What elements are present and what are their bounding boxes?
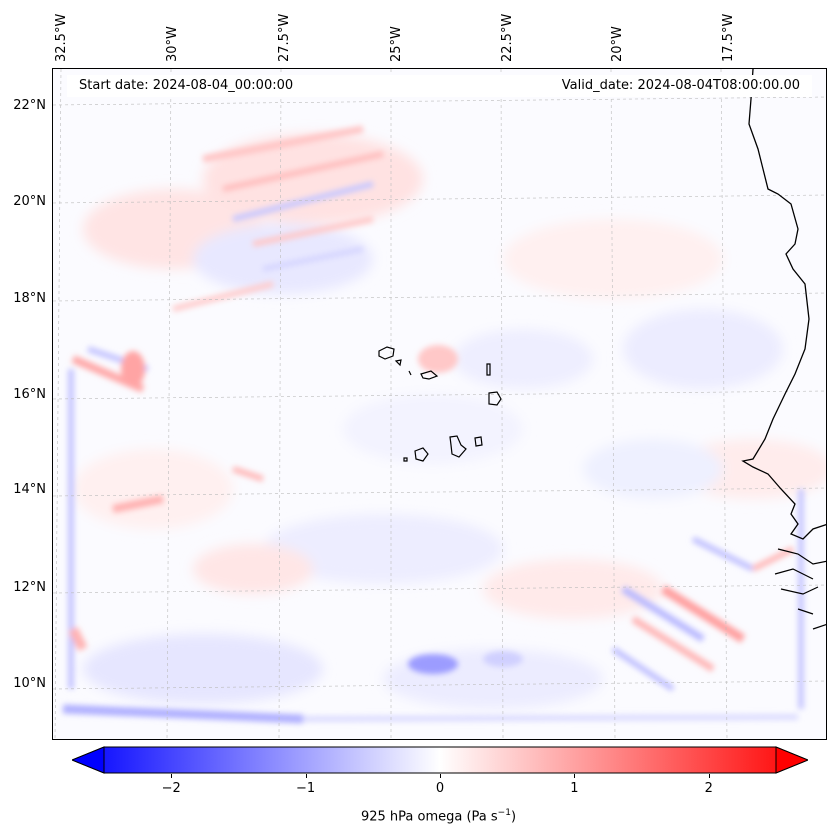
field-boundary-bands <box>62 369 804 724</box>
colorbar-tick-mark <box>440 774 441 778</box>
colorbar-tick-mark <box>305 774 307 778</box>
colorbar-gradient <box>70 746 810 774</box>
colorbar-graphic <box>70 746 810 774</box>
cape-verde-islands <box>378 346 502 462</box>
colorbar-tick-label: −2 <box>161 781 181 796</box>
graticule <box>53 69 826 739</box>
colorbar-tick-label: −1 <box>296 781 316 796</box>
valid-date-label: Valid_date: 2024-08-04T08:00:00.00 <box>561 78 800 93</box>
colorbar-label-text: 925 hPa omega (Pa s <box>360 809 498 825</box>
colorbar-tick-label: 2 <box>704 781 713 796</box>
colorbar-label-close: ) <box>510 809 517 825</box>
colorbar-label-sup: −1 <box>497 808 511 818</box>
colorbar-tick-mark <box>574 774 576 778</box>
colorbar-tick-label: 0 <box>435 781 445 796</box>
map-panel: Start date: 2024-08-04_00:00:00 Valid_da… <box>52 68 827 740</box>
lon-label-22-5w: 22.5°W <box>500 13 515 62</box>
lon-label-27-5w: 27.5°W <box>277 13 292 62</box>
colorbar-label: 925 hPa omega (Pa s−1) <box>0 808 837 824</box>
lon-label-30w: 30°W <box>165 26 180 62</box>
africa-coastline <box>741 69 826 540</box>
lat-label-16n: 16°N <box>13 387 46 402</box>
lat-label-12n: 12°N <box>13 580 46 595</box>
start-date-label: Start date: 2024-08-04_00:00:00 <box>79 78 294 93</box>
lon-label-17-5w: 17.5°W <box>721 13 736 62</box>
lat-label-14n: 14°N <box>13 482 46 497</box>
date-info-bar: Start date: 2024-08-04_00:00:00 Valid_da… <box>67 75 812 97</box>
lat-label-18n: 18°N <box>13 291 46 306</box>
colorbar <box>70 746 810 774</box>
colorbar-tick-mark <box>171 774 173 778</box>
lon-label-20w: 20°W <box>610 26 625 62</box>
lon-label-32-5w: 32.5°W <box>54 13 69 62</box>
colorbar-min-extend <box>70 746 105 774</box>
colorbar-tick-label: 1 <box>570 781 579 796</box>
field-wave-bands <box>71 125 795 692</box>
colorbar-max-extend <box>775 746 810 774</box>
lon-label-25w: 25°W <box>389 26 404 62</box>
lat-label-10n: 10°N <box>13 676 46 691</box>
omega-field <box>53 69 826 739</box>
colorbar-tick-mark <box>708 774 710 778</box>
gambia-coast <box>774 548 826 630</box>
lat-label-20n: 20°N <box>13 194 46 209</box>
lat-label-22n: 22°N <box>13 98 46 113</box>
